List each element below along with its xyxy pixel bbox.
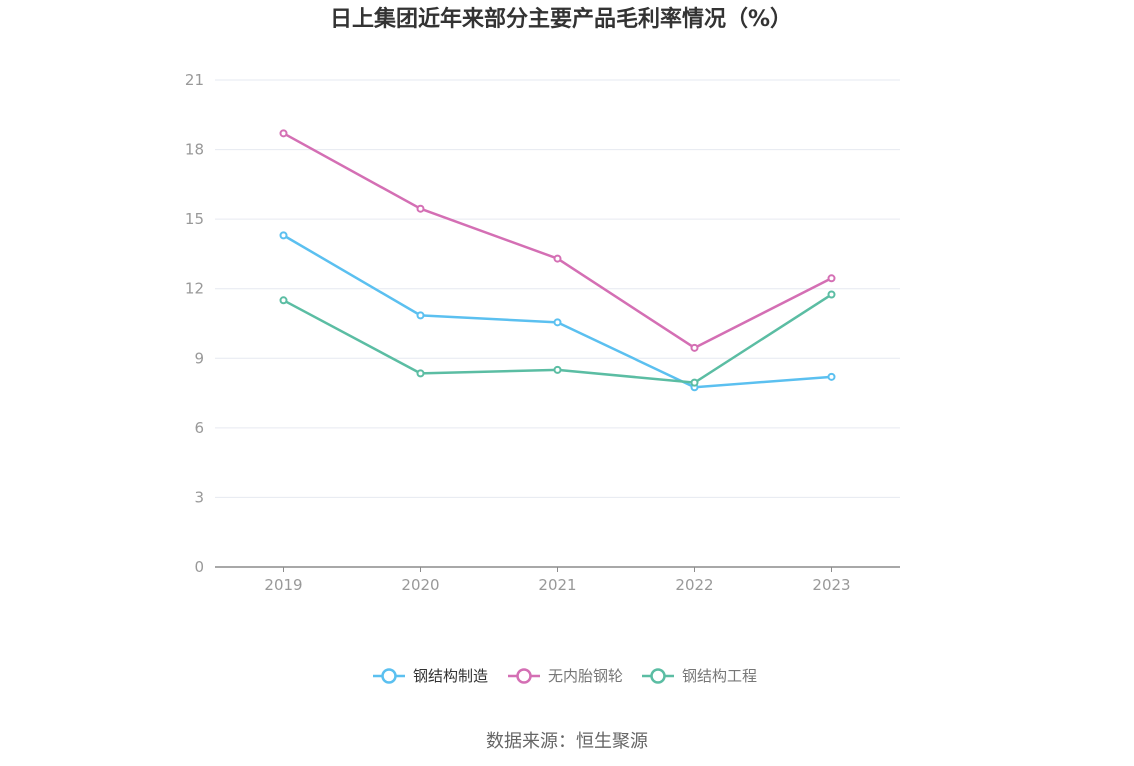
chart-title: 日上集团近年来部分主要产品毛利率情况（%） [330,6,792,32]
legend[interactable]: 钢结构制造 无内胎钢轮 钢结构工程 [373,667,757,685]
y-tick-label: 6 [194,419,204,437]
x-axis: 2019 2020 2021 2022 2023 [215,566,900,594]
y-tick-label: 3 [194,488,204,506]
data-point[interactable] [690,343,699,352]
y-axis: 0 3 6 9 12 15 18 21 [185,71,204,576]
data-point[interactable] [690,378,699,387]
x-tick-label: 2019 [264,576,302,594]
series-2 [279,129,836,352]
legend-marker-icon [381,668,397,684]
legend-label: 无内胎钢轮 [548,667,623,685]
data-point[interactable] [553,254,562,263]
data-point[interactable] [279,231,288,240]
y-tick-label: 0 [194,558,204,576]
data-point[interactable] [827,372,836,381]
series-3 [279,290,836,387]
x-tick-label: 2021 [538,576,576,594]
data-point[interactable] [279,296,288,305]
data-point[interactable] [553,365,562,374]
y-tick-label: 18 [185,141,204,159]
y-tick-label: 9 [194,349,204,367]
legend-label: 钢结构制造 [413,667,488,685]
data-point[interactable] [827,290,836,299]
data-point[interactable] [553,318,562,327]
legend-marker-icon [650,668,666,684]
legend-label: 钢结构工程 [682,667,757,685]
series-1 [279,231,836,392]
legend-item[interactable]: 钢结构工程 [642,667,757,685]
legend-item[interactable]: 钢结构制造 [373,667,488,685]
y-tick-label: 15 [185,210,204,228]
legend-item[interactable]: 无内胎钢轮 [508,667,623,685]
data-point[interactable] [279,129,288,138]
series-group [279,129,836,392]
grid [215,79,900,498]
x-tick-label: 2022 [675,576,713,594]
y-tick-label: 21 [185,71,204,89]
data-point[interactable] [416,311,425,320]
legend-marker-icon [516,668,532,684]
data-point[interactable] [416,369,425,378]
y-tick-label: 12 [185,280,204,298]
data-point[interactable] [416,204,425,213]
source-note: 数据来源：恒生聚源 [486,731,648,752]
x-tick-label: 2023 [812,576,850,594]
series-line [282,132,833,350]
data-point[interactable] [827,274,836,283]
x-tick-label: 2020 [401,576,439,594]
